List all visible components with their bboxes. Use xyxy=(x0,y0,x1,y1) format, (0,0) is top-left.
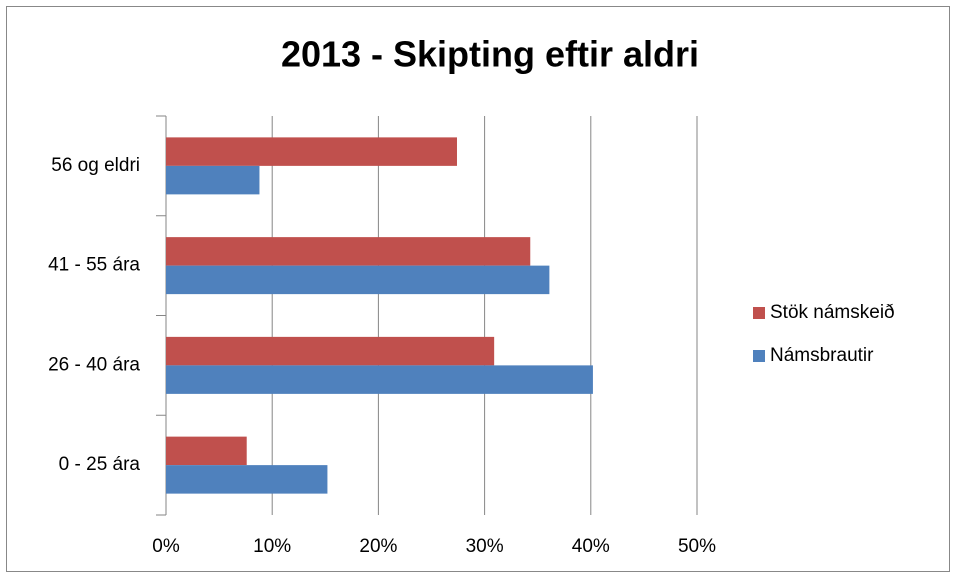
y-tick-label: 41 - 55 ára xyxy=(48,255,140,276)
bar xyxy=(166,436,247,466)
y-tick-label: 0 - 25 ára xyxy=(59,454,141,475)
bar xyxy=(166,137,457,166)
legend-label: Námsbrautir xyxy=(770,345,874,366)
bar xyxy=(166,336,495,366)
bar xyxy=(166,265,550,295)
x-tick-label: 30% xyxy=(466,536,504,557)
bar xyxy=(166,237,531,266)
x-tick-label: 20% xyxy=(359,536,397,557)
y-tick-label: 56 og eldri xyxy=(51,155,140,176)
bar xyxy=(166,165,260,195)
bar xyxy=(166,465,328,494)
legend-swatch xyxy=(753,307,765,319)
x-tick-label: 40% xyxy=(572,536,610,557)
bar xyxy=(166,365,593,394)
x-tick-label: 50% xyxy=(678,536,716,557)
chart-title: 2013 - Skipting eftir aldri xyxy=(281,34,699,75)
legend-label: Stök námskeið xyxy=(770,302,895,323)
x-tick-label: 10% xyxy=(253,536,291,557)
x-tick-label: 0% xyxy=(152,536,180,557)
y-tick-label: 26 - 40 ára xyxy=(48,354,140,375)
legend-swatch xyxy=(753,350,765,362)
